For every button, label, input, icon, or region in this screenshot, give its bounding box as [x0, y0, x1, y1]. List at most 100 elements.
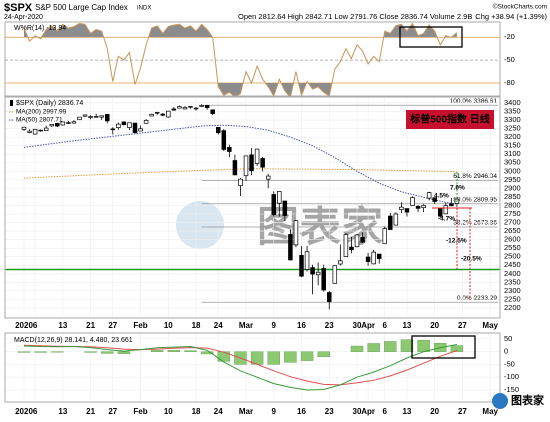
candle-body — [43, 127, 49, 131]
histogram-bar — [84, 351, 97, 353]
candle-body — [55, 122, 60, 127]
y-tick-label: 2300 — [504, 286, 521, 295]
candle-body — [127, 122, 132, 128]
histogram-bar — [217, 351, 231, 362]
macd-legend: MACD(12,26,9) 28.141, 4.480, 23.661 — [14, 337, 133, 344]
fib-label: 38.2% 2673.86 — [453, 220, 497, 227]
candle-body — [227, 147, 232, 152]
x-tick-label: 9 — [272, 407, 277, 416]
macd-line — [23, 344, 457, 391]
x-tick-label: 9 — [272, 321, 277, 330]
candle-body — [443, 205, 449, 215]
candle-body — [32, 128, 38, 135]
y-tick-label: 2600 — [504, 235, 521, 244]
candle-body — [376, 253, 382, 259]
candle-body — [210, 109, 215, 114]
histogram-bar — [34, 351, 47, 353]
candle-body — [27, 130, 32, 133]
histogram-bar — [200, 351, 214, 355]
x-tick-label: 10 — [164, 321, 173, 330]
y-tick-label: 2500 — [504, 252, 521, 261]
x-tick-label: 18 — [192, 321, 201, 330]
histogram-bar — [101, 351, 114, 354]
source: ©StockCharts.com — [493, 3, 547, 11]
x-tick-label: May — [482, 321, 498, 330]
y-tick-label: -50 — [504, 55, 515, 64]
highlight-box — [411, 335, 476, 359]
candle-body — [404, 208, 410, 213]
candle-body — [332, 265, 338, 284]
panel — [5, 22, 500, 96]
annotation: -20.5% — [461, 256, 482, 263]
x-tick-label: 6 — [383, 407, 388, 416]
candle-body — [282, 200, 288, 216]
candle-body — [199, 105, 204, 107]
x-tick-label: 27 — [108, 407, 117, 416]
x-tick-label: 13 — [402, 407, 411, 416]
fib-label: 0.0% 2233.29 — [457, 295, 498, 302]
y-tick-label: 3000 — [504, 166, 521, 175]
candle-body — [388, 215, 393, 230]
candle-body — [449, 203, 454, 207]
candle-body — [315, 271, 321, 276]
panel-frame — [4, 332, 501, 403]
y-tick-label: -80 — [504, 78, 515, 87]
histogram-bar — [284, 351, 297, 363]
watermark-logo — [176, 201, 224, 249]
candle-body — [410, 197, 415, 206]
moving-average — [23, 124, 457, 205]
quote: Open 2812.64 High 2842.71 Low 2791.76 Cl… — [238, 12, 472, 21]
candle-body — [216, 127, 221, 134]
candle-body — [71, 121, 77, 124]
histogram-bar — [184, 350, 197, 352]
candle-body — [421, 205, 426, 209]
histogram-bar — [117, 351, 131, 354]
wr-legend: W%R(14) -13.94 — [14, 25, 66, 32]
histogram-bar — [17, 351, 31, 353]
candle-body — [88, 116, 93, 118]
x-tick-label: 2020 — [15, 407, 33, 416]
y-tick-label: 3150 — [504, 141, 521, 150]
y-tick-label: 2850 — [504, 192, 521, 201]
candle-body — [260, 158, 265, 168]
oversold-fill — [24, 83, 457, 96]
x-tick-label: Mar — [239, 407, 253, 416]
x-tick-label: 13 — [58, 407, 67, 416]
annotation: 7.0% — [450, 185, 465, 192]
logo: 图表家 — [511, 393, 545, 407]
candle-body — [349, 246, 354, 251]
candle-body — [188, 106, 193, 108]
x-tick-label: May — [482, 407, 498, 416]
ma50-legend: MA(50) 2807.71 — [16, 117, 63, 124]
fib-label: 100.0% 3386.61 — [450, 98, 498, 105]
x-tick-label: 30 — [353, 321, 362, 330]
fib-label: 50.0% 2809.95 — [453, 196, 497, 203]
histogram-bar — [300, 351, 314, 361]
x-tick-label: 13 — [402, 321, 411, 330]
candle-body — [321, 268, 326, 291]
x-tick-label: 27 — [458, 321, 467, 330]
candle-body — [60, 121, 66, 126]
y-tick-label: 2800 — [504, 200, 521, 209]
candle-body — [160, 113, 166, 116]
histogram-bar — [350, 345, 364, 352]
annotation: -4.7% — [438, 216, 455, 223]
x-tick-label: 16 — [297, 407, 306, 416]
y-tick-label: 2950 — [504, 175, 521, 184]
x-tick-label: 20 — [430, 407, 439, 416]
candle-body — [343, 234, 349, 257]
x-tick-label: 6 — [33, 321, 38, 330]
candle-body — [399, 206, 404, 210]
candle-body — [426, 192, 432, 199]
y-tick-label: 3350 — [504, 107, 521, 116]
candle-body — [110, 128, 116, 131]
x-tick-label: 24 — [214, 407, 223, 416]
candle-body — [82, 114, 88, 117]
x-tick-label: 21 — [86, 321, 95, 330]
candle-body — [243, 155, 249, 177]
candle-body — [254, 148, 260, 164]
annotation: -12.5% — [446, 238, 467, 245]
candle-body — [221, 130, 227, 150]
moving-average — [23, 168, 457, 179]
symbol: $SPX — [4, 2, 33, 14]
